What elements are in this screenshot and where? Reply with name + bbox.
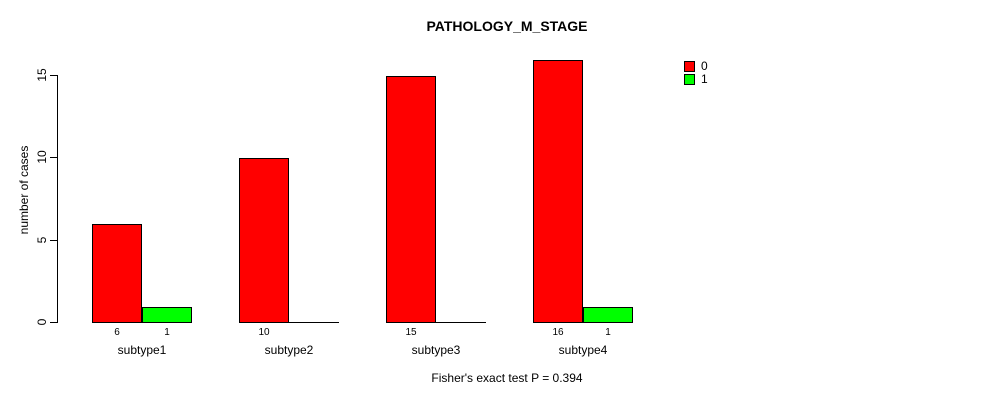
y-axis-tick-label: 5 xyxy=(35,236,49,244)
legend-swatch-1 xyxy=(684,74,695,85)
y-axis-tick-label: 0 xyxy=(35,318,49,326)
y-axis-tick-label: 10 xyxy=(35,150,49,164)
y-axis-line xyxy=(57,75,58,323)
bar-0-subtype3 xyxy=(386,76,436,323)
y-axis-tick xyxy=(50,240,58,241)
bar-1-subtype1 xyxy=(142,307,192,323)
bar-zero-1-subtype3 xyxy=(436,322,486,323)
footnote-text: Fisher's exact test P = 0.394 xyxy=(431,371,583,385)
bar-value-label: 10 xyxy=(258,327,270,338)
legend-label: 1 xyxy=(701,72,708,86)
y-axis-label: number of cases xyxy=(17,145,31,235)
legend-label: 0 xyxy=(701,59,708,73)
x-axis-category-label: subtype3 xyxy=(411,343,461,357)
bar-0-subtype1 xyxy=(92,224,142,323)
bar-value-label: 1 xyxy=(605,327,611,338)
bar-zero-1-subtype2 xyxy=(289,322,339,323)
legend-swatch-0 xyxy=(684,61,695,72)
bar-value-label: 16 xyxy=(552,327,564,338)
y-axis-tick xyxy=(50,75,58,76)
y-axis-tick-label: 15 xyxy=(35,68,49,82)
x-axis-category-label: subtype2 xyxy=(264,343,314,357)
legend-item-0: 0 xyxy=(684,59,708,73)
y-axis-tick xyxy=(50,157,58,158)
bar-0-subtype2 xyxy=(239,158,289,323)
x-axis-category-label: subtype1 xyxy=(117,343,167,357)
bar-value-label: 1 xyxy=(164,327,170,338)
x-axis-category-label: subtype4 xyxy=(558,343,608,357)
legend-item-1: 1 xyxy=(684,72,708,86)
bar-0-subtype4 xyxy=(533,60,583,323)
bar-1-subtype4 xyxy=(583,307,633,323)
chart-title: PATHOLOGY_M_STAGE xyxy=(426,18,588,34)
y-axis-tick xyxy=(50,322,58,323)
bar-value-label: 6 xyxy=(114,327,120,338)
bar-value-label: 15 xyxy=(405,327,417,338)
